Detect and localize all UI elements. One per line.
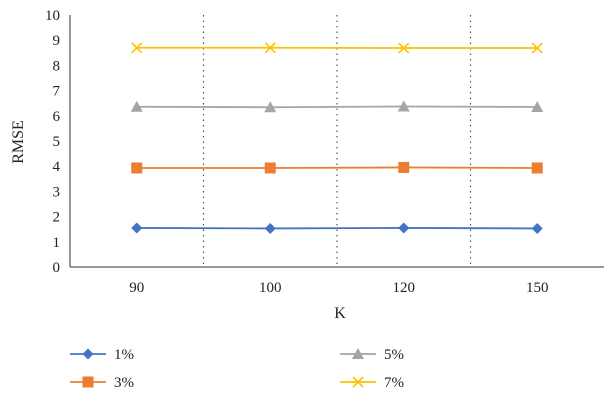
series-line: [136, 105, 538, 109]
data-point: [397, 100, 410, 112]
series: [131, 161, 543, 174]
legend-label: 1%: [114, 347, 134, 363]
y-tick-label: 0: [53, 260, 61, 276]
data-point: [531, 42, 543, 54]
data-point: [264, 101, 277, 113]
data-point: [531, 222, 543, 234]
data-point: [131, 42, 143, 54]
y-tick-label: 5: [53, 134, 61, 150]
legend-label: 3%: [114, 375, 134, 391]
x-tick-label: 120: [393, 280, 416, 296]
data-point: [398, 161, 410, 173]
x-tick-labels: 90 100 120 150: [129, 280, 548, 296]
series: [130, 100, 544, 113]
data-point: [264, 222, 276, 234]
data-point: [82, 376, 94, 388]
legend-label: 5%: [384, 347, 404, 363]
data-point: [352, 348, 364, 359]
y-tick-label: 7: [53, 84, 61, 100]
legend-item: 3%: [70, 375, 134, 391]
x-axis-title: K: [334, 305, 346, 322]
y-axis-title: RMSE: [10, 120, 27, 164]
data-point: [264, 42, 276, 54]
series-line: [136, 227, 538, 230]
data-point: [398, 42, 410, 54]
y-tick-label: 10: [45, 8, 60, 24]
y-tick-labels: 0 1 2 3 4 5 6 7 8 9 10: [45, 8, 61, 276]
data-point: [131, 162, 143, 174]
gridlines: [202, 15, 472, 267]
data-point: [82, 348, 94, 360]
data-point: [264, 162, 276, 174]
data-point: [398, 222, 410, 234]
y-tick-label: 3: [53, 184, 61, 200]
axes: [69, 15, 604, 268]
y-tick-label: 9: [53, 33, 61, 49]
x-tick-label: 100: [259, 280, 282, 296]
y-tick-label: 4: [53, 159, 61, 175]
y-tick-label: 6: [53, 109, 61, 125]
data-point: [352, 376, 364, 388]
series: [131, 42, 543, 54]
series-line: [136, 166, 538, 169]
legend: 1% 3% 5% 7%: [70, 347, 404, 391]
legend-label: 7%: [384, 375, 404, 391]
data-point: [130, 100, 143, 112]
y-tick-label: 1: [53, 235, 61, 251]
x-tick-label: 150: [526, 280, 549, 296]
series-lines: [130, 42, 544, 234]
y-tick-label: 2: [53, 210, 61, 226]
series: [131, 222, 543, 234]
legend-item: 1%: [70, 347, 134, 363]
data-point: [531, 162, 543, 174]
x-tick-label: 90: [129, 280, 144, 296]
y-tick-label: 8: [53, 58, 61, 74]
data-point: [531, 100, 544, 112]
legend-item: 5%: [340, 347, 404, 363]
data-point: [131, 222, 143, 234]
legend-item: 7%: [340, 375, 404, 391]
